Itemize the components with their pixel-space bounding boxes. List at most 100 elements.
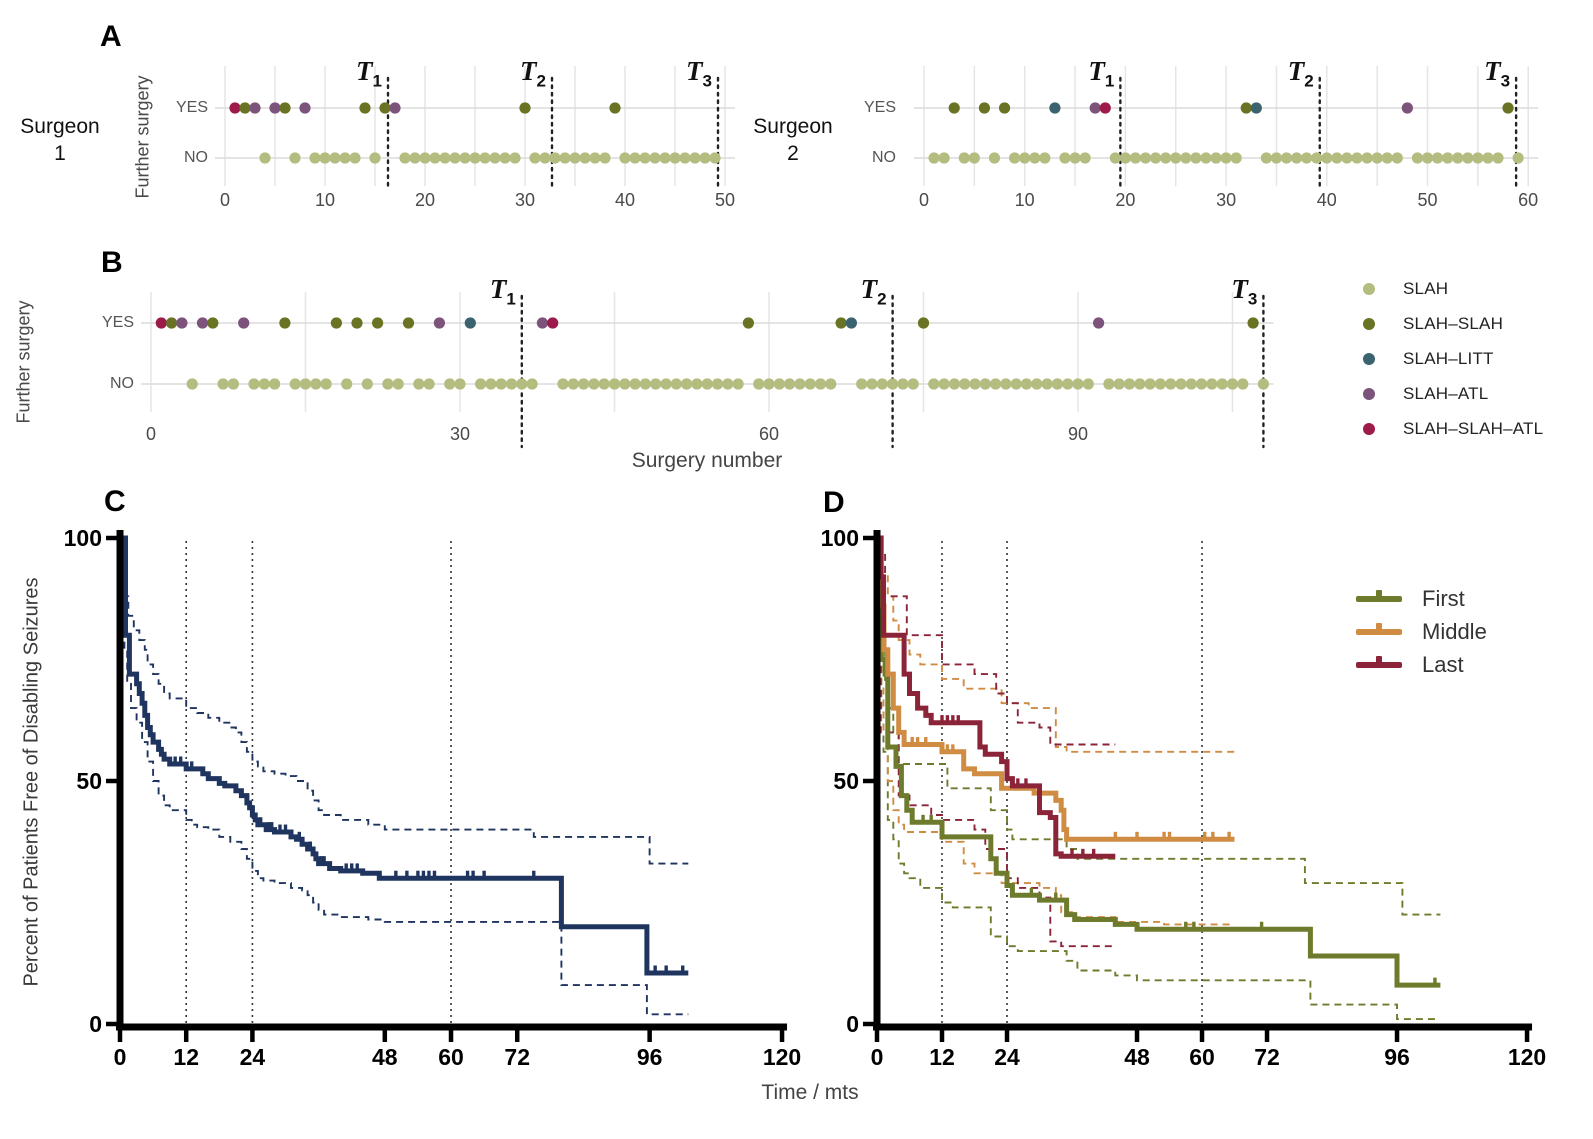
panel-B-t1-label: T1 [489, 274, 516, 309]
surgeon-1-word: Surgeon [20, 115, 100, 138]
svg-text:0: 0 [89, 1011, 102, 1037]
legend-label: Last [1422, 652, 1464, 677]
svg-text:60: 60 [1518, 190, 1538, 210]
legend-label: SLAH–LITT [1403, 349, 1494, 368]
panel-A2-t2-label: T2 [1287, 56, 1314, 91]
time-xlabel: Time / mts [761, 1081, 859, 1104]
surgeon-2-label: Surgeon 2 [733, 113, 853, 167]
panel-b-letter: B [101, 246, 123, 279]
svg-text:50: 50 [833, 768, 859, 794]
legend-d: First Middle Last [1356, 586, 1487, 677]
svg-text:12: 12 [173, 1044, 199, 1070]
panel-A2: 0 10 20 30 40 50 60 [914, 66, 1538, 210]
censor-tick-icon [1376, 656, 1382, 664]
svg-text:72: 72 [504, 1044, 530, 1070]
censor-tick-icon [1376, 623, 1382, 631]
panel-c-letter: C [104, 485, 126, 518]
svg-text:120: 120 [763, 1044, 801, 1070]
legend-item-slah-litt: SLAH–LITT [1363, 349, 1543, 369]
legend-item-slah-atl: SLAH–ATL [1363, 384, 1543, 404]
svg-text:24: 24 [994, 1044, 1020, 1070]
surgeon-1-label: Surgeon 1 [0, 113, 120, 167]
legend-b: SLAH SLAH–SLAH SLAH–LITT SLAH–ATL SLAH–S… [1363, 279, 1543, 439]
legend-label: SLAH–SLAH–ATL [1403, 419, 1544, 438]
svg-text:10: 10 [315, 190, 335, 210]
panel-D: 0 12 24 48 60 72 96 120 0 50 100 [821, 525, 1547, 1070]
svg-text:50: 50 [76, 768, 102, 794]
panel-B-t3-label: T3 [1231, 274, 1258, 309]
a1-no-label: NO [184, 149, 208, 166]
b-yes-label: YES [101, 314, 134, 331]
censor-tick-icon [1376, 590, 1382, 598]
a1-yes-label: YES [175, 99, 208, 116]
svg-text:30: 30 [1216, 190, 1236, 210]
panel-A1: 0 10 20 30 40 50 [215, 66, 735, 210]
panel-d-letter: D [823, 486, 845, 519]
svg-text:0: 0 [919, 190, 929, 210]
further-surgery-label-b: Further surgery [13, 300, 34, 424]
svg-text:12: 12 [929, 1044, 955, 1070]
svg-text:0: 0 [871, 1044, 884, 1070]
svg-text:20: 20 [415, 190, 435, 210]
percent-free-ylabel: Percent of Patients Free of Disabling Se… [20, 577, 43, 987]
legend-item-first: First [1356, 586, 1487, 611]
legend-label: SLAH–ATL [1403, 384, 1489, 403]
legend-item-last: Last [1356, 652, 1487, 677]
svg-text:40: 40 [615, 190, 635, 210]
a2-no-label: NO [872, 149, 896, 166]
svg-text:24: 24 [240, 1044, 266, 1070]
slah-litt-dot-icon [1363, 353, 1375, 365]
panel-B: 0 30 60 90 [141, 292, 1274, 449]
last-line-icon [1356, 656, 1402, 668]
panel-A1-points [229, 102, 721, 164]
svg-text:100: 100 [821, 525, 859, 551]
svg-text:120: 120 [1508, 1044, 1546, 1070]
svg-text:30: 30 [450, 424, 470, 444]
svg-text:20: 20 [1115, 190, 1135, 210]
first-line-icon [1356, 590, 1402, 602]
panel-A2-t3-label: T3 [1484, 56, 1511, 91]
panel-a-letter: A [100, 20, 122, 53]
legend-item-middle: Middle [1356, 619, 1487, 644]
slah-dot-icon [1363, 283, 1375, 295]
legend-label: SLAH–SLAH [1403, 314, 1504, 333]
svg-text:10: 10 [1015, 190, 1035, 210]
surgeon-2-word: Surgeon [753, 115, 833, 138]
middle-line-icon [1356, 623, 1402, 635]
svg-text:0: 0 [846, 1011, 859, 1037]
panel-A1-t1-label: T1 [356, 56, 382, 91]
svg-text:72: 72 [1254, 1044, 1280, 1070]
legend-label: Middle [1422, 619, 1487, 644]
legend-label: First [1422, 586, 1465, 611]
legend-item-slah: SLAH [1363, 279, 1543, 299]
panel-B-points [155, 317, 1269, 390]
slah-slah-atl-dot-icon [1363, 423, 1375, 435]
legend-item-slah-slah: SLAH–SLAH [1363, 314, 1543, 334]
svg-text:48: 48 [1124, 1044, 1150, 1070]
panel-A1-t3-label: T3 [686, 56, 712, 91]
a2-yes-label: YES [863, 99, 896, 116]
svg-text:0: 0 [220, 190, 230, 210]
further-surgery-label-a: Further surgery [132, 75, 153, 199]
surgeon-1-number: 1 [54, 142, 66, 165]
legend-label: SLAH [1403, 279, 1449, 298]
panel-A2-points [928, 102, 1524, 164]
panel-B-t2-label: T2 [860, 274, 887, 309]
svg-text:30: 30 [515, 190, 535, 210]
slah-slah-dot-icon [1363, 318, 1375, 330]
svg-text:100: 100 [64, 525, 102, 551]
surgery-number-xlabel: Surgery number [631, 449, 783, 472]
svg-text:96: 96 [1384, 1044, 1410, 1070]
svg-text:40: 40 [1317, 190, 1337, 210]
panel-A2-t1-label: T1 [1088, 56, 1115, 91]
svg-text:50: 50 [1417, 190, 1437, 210]
legend-item-slah-slah-atl: SLAH–SLAH–ATL [1363, 419, 1543, 439]
svg-text:60: 60 [438, 1044, 464, 1070]
svg-text:60: 60 [1189, 1044, 1215, 1070]
panel-A1-t2-label: T2 [520, 56, 546, 91]
slah-atl-dot-icon [1363, 388, 1375, 400]
panel-C: 0 12 24 48 60 72 96 120 0 50 100 [64, 525, 802, 1070]
svg-text:96: 96 [637, 1044, 663, 1070]
surgeon-2-number: 2 [787, 142, 799, 165]
